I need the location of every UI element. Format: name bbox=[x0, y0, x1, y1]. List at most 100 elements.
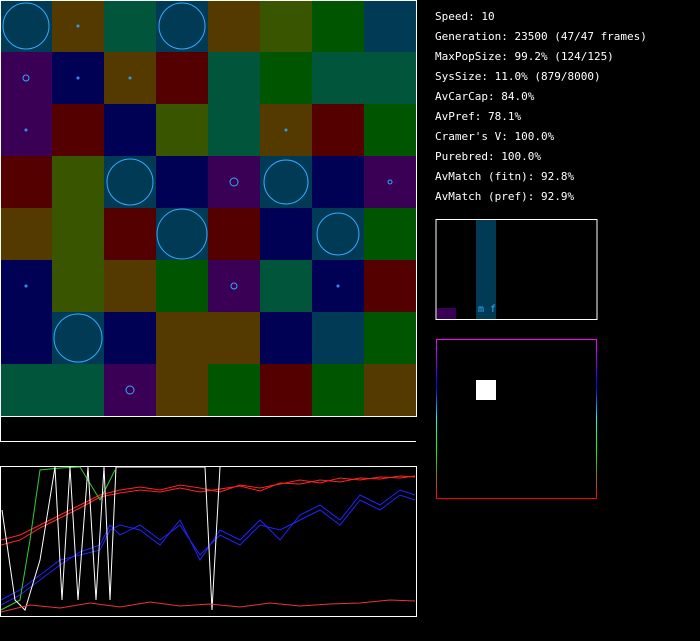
stat-line: AvPref: 78.1% bbox=[435, 110, 521, 123]
grid-cell bbox=[364, 260, 416, 312]
grid-cell bbox=[208, 104, 260, 156]
grid-cell bbox=[104, 52, 156, 104]
grid-cell bbox=[260, 364, 312, 416]
grid-cell bbox=[52, 312, 104, 364]
grid-cell bbox=[260, 208, 312, 260]
grid-cell bbox=[52, 156, 104, 208]
chart-frame bbox=[0, 466, 417, 617]
grid-cell bbox=[312, 208, 364, 260]
agent-circle bbox=[387, 179, 393, 185]
histogram-label: m f bbox=[478, 304, 496, 315]
grid-cell bbox=[312, 52, 364, 104]
grid-cell bbox=[52, 260, 104, 312]
grid-cell bbox=[104, 156, 156, 208]
panel-frame bbox=[436, 339, 597, 499]
world-grid bbox=[0, 0, 416, 416]
grid-cell bbox=[52, 208, 104, 260]
stats-panel: Speed: 10 Generation: 23500 (47/47 frames… bbox=[435, 10, 647, 203]
grid-cell bbox=[104, 104, 156, 156]
grid-cell bbox=[0, 312, 52, 364]
agent-circle bbox=[125, 385, 135, 395]
agent-circle bbox=[158, 2, 206, 50]
agent-circle bbox=[336, 284, 340, 288]
agent-circle bbox=[76, 24, 80, 28]
stat-line: SysSize: 11.0% (879/8000) bbox=[435, 70, 601, 83]
stat-line: AvMatch (pref): 92.9% bbox=[435, 190, 574, 203]
grid-cell bbox=[208, 52, 260, 104]
grid-border bbox=[0, 0, 417, 417]
stat-line: Generation: 23500 (47/47 frames) bbox=[435, 30, 647, 43]
series-line bbox=[0, 494, 416, 606]
grid-cell bbox=[104, 364, 156, 416]
grid-cell bbox=[0, 156, 52, 208]
stat-line: MaxPopSize: 99.2% (124/125) bbox=[435, 50, 614, 63]
grid-cell bbox=[364, 208, 416, 260]
preference-cell bbox=[476, 380, 496, 400]
grid-cell bbox=[208, 156, 260, 208]
grid-cell bbox=[0, 260, 52, 312]
grid-cell bbox=[52, 0, 104, 52]
agent-circle bbox=[128, 76, 132, 80]
agent-circle bbox=[24, 284, 28, 288]
agent-circle bbox=[229, 177, 239, 187]
grid-cell bbox=[0, 52, 52, 104]
stat-line: AvMatch (fitn): 92.8% bbox=[435, 170, 574, 183]
grid-cell bbox=[156, 260, 208, 312]
stat-line: Purebred: 100.0% bbox=[435, 150, 541, 163]
grid-cell bbox=[52, 52, 104, 104]
grid-cell bbox=[260, 260, 312, 312]
agent-circle bbox=[22, 74, 30, 82]
grid-cell bbox=[0, 208, 52, 260]
grid-cell bbox=[208, 364, 260, 416]
grid-cell bbox=[364, 104, 416, 156]
agent-circle bbox=[53, 313, 103, 363]
grid-cell bbox=[260, 104, 312, 156]
series-line bbox=[0, 599, 416, 613]
stat-line: AvCarCap: 84.0% bbox=[435, 90, 535, 103]
series-line bbox=[0, 475, 416, 546]
stat-line: Speed: 10 bbox=[435, 10, 495, 23]
grid-cell bbox=[312, 156, 364, 208]
agent-circle bbox=[284, 128, 288, 132]
histogram-bar bbox=[476, 220, 496, 319]
grid-cell bbox=[156, 156, 208, 208]
grid-cell bbox=[156, 104, 208, 156]
grid-cell bbox=[104, 260, 156, 312]
grid-cell bbox=[208, 260, 260, 312]
grid-cell bbox=[364, 156, 416, 208]
grid-cell bbox=[104, 208, 156, 260]
grid-cell bbox=[364, 0, 416, 52]
agent-circle bbox=[316, 212, 360, 256]
stat-line: Cramer's V: 100.0% bbox=[435, 130, 555, 143]
grid-cell bbox=[312, 364, 364, 416]
grid-cell bbox=[156, 312, 208, 364]
agent-circle bbox=[106, 158, 154, 206]
series-line bbox=[0, 466, 116, 611]
grid-cell bbox=[312, 260, 364, 312]
agent-circle bbox=[156, 208, 208, 260]
grid-cell bbox=[156, 364, 208, 416]
histogram-bar bbox=[437, 308, 456, 319]
series-line bbox=[1, 466, 221, 611]
grid-cell bbox=[104, 0, 156, 52]
grid-cell bbox=[312, 104, 364, 156]
preference-panel bbox=[436, 339, 597, 499]
panel-frame bbox=[435, 219, 598, 320]
history-chart bbox=[0, 466, 417, 617]
grid-cell bbox=[52, 364, 104, 416]
grid-cell bbox=[0, 104, 52, 156]
grid-cell bbox=[260, 312, 312, 364]
grid-cell bbox=[260, 156, 312, 208]
agent-circle bbox=[263, 159, 309, 205]
grid-cell bbox=[156, 0, 208, 52]
grid-cell bbox=[364, 312, 416, 364]
grid-cell bbox=[0, 0, 52, 52]
agent-circle bbox=[76, 76, 80, 80]
grid-cell bbox=[208, 312, 260, 364]
grid-cell bbox=[312, 312, 364, 364]
grid-cell bbox=[208, 0, 260, 52]
histogram-panel: m f bbox=[435, 219, 598, 320]
grid-cell bbox=[156, 208, 208, 260]
grid-cell bbox=[260, 0, 312, 52]
